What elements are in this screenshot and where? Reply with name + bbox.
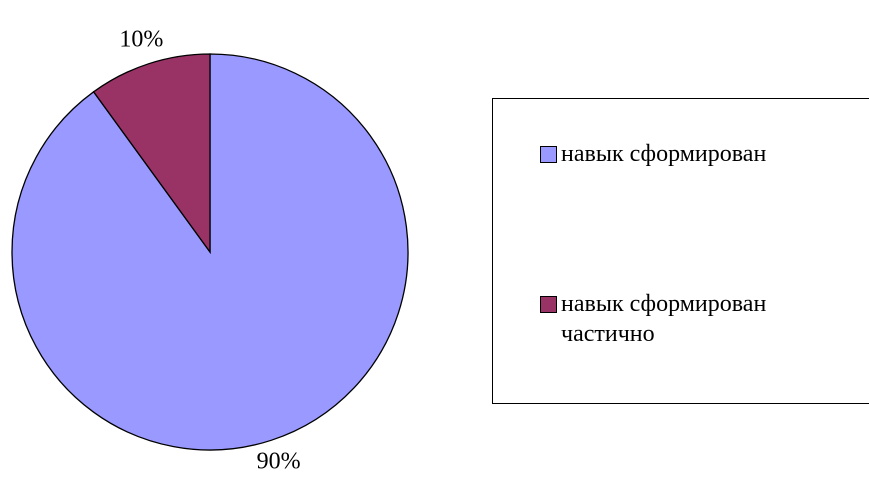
legend-entry: навык сформирован <box>540 139 841 169</box>
legend-label: навык сформирован <box>561 141 767 167</box>
legend: навык сформирован навык сформирован части… <box>492 98 869 404</box>
legend-swatch <box>540 296 557 313</box>
data-label: 90% <box>257 449 301 475</box>
data-label: 10% <box>119 26 163 52</box>
pie-slice <box>92 53 211 255</box>
legend-entry: навык сформирован частично <box>540 289 841 349</box>
legend-swatch <box>540 146 557 163</box>
legend-label: навык сформирован частично <box>561 291 767 347</box>
